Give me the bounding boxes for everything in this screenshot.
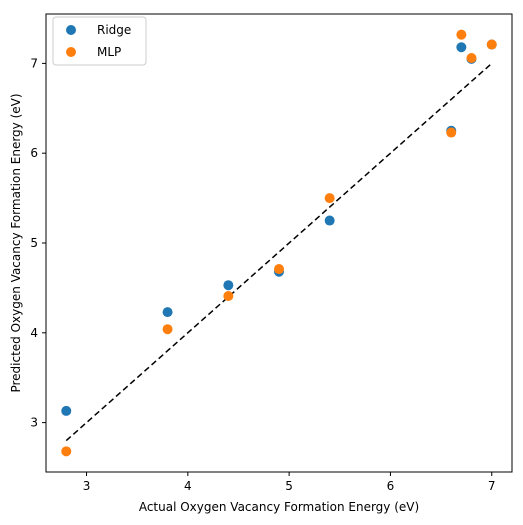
point-mlp bbox=[456, 29, 467, 40]
point-ridge bbox=[456, 42, 467, 53]
point-ridge bbox=[324, 215, 335, 226]
point-ridge bbox=[162, 307, 173, 318]
point-ridge bbox=[223, 280, 234, 291]
y-axis-label: Predicted Oxygen Vacancy Formation Energ… bbox=[9, 93, 23, 392]
x-tick-label: 3 bbox=[83, 479, 91, 493]
x-tick-label: 7 bbox=[488, 479, 496, 493]
point-mlp bbox=[486, 39, 497, 50]
point-mlp bbox=[162, 324, 173, 335]
x-tick-label: 5 bbox=[285, 479, 293, 493]
point-mlp bbox=[61, 446, 72, 457]
legend-label-ridge: Ridge bbox=[97, 23, 131, 37]
reference-line bbox=[65, 62, 493, 442]
y-tick-label: 7 bbox=[30, 56, 38, 70]
point-mlp bbox=[446, 127, 457, 138]
plot-area-frame bbox=[45, 13, 513, 473]
point-mlp bbox=[466, 53, 477, 64]
x-axis-label: Actual Oxygen Vacancy Formation Energy (… bbox=[139, 500, 419, 514]
legend: Ridge MLP bbox=[52, 16, 147, 66]
x-tick-label: 6 bbox=[387, 479, 395, 493]
legend-label-mlp: MLP bbox=[97, 45, 121, 59]
point-mlp bbox=[223, 290, 234, 301]
legend-marker-mlp bbox=[66, 47, 76, 57]
y-tick-label: 5 bbox=[30, 236, 38, 250]
point-ridge bbox=[61, 405, 72, 416]
x-tick-label: 4 bbox=[184, 479, 192, 493]
y-tick-label: 6 bbox=[30, 146, 38, 160]
legend-frame bbox=[52, 16, 147, 66]
legend-marker-ridge bbox=[66, 25, 76, 35]
point-mlp bbox=[274, 264, 284, 275]
y-tick-label: 3 bbox=[30, 416, 38, 430]
point-mlp bbox=[324, 193, 335, 204]
y-tick-label: 4 bbox=[30, 326, 38, 340]
